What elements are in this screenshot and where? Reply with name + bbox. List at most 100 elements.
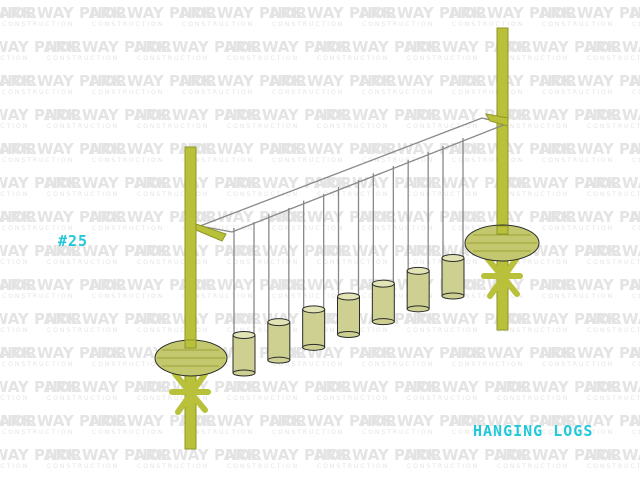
watermark-brand: NORWAY PARK <box>450 4 575 22</box>
watermark-subtitle: CONSTRUCTION <box>407 463 479 470</box>
log-bottom <box>302 343 326 351</box>
log-bottom <box>232 369 256 377</box>
watermark-brand: NORWAY PARK <box>45 446 170 464</box>
watermark-subtitle: CONSTRUCTION <box>272 157 344 164</box>
watermark-subtitle: CONSTRUCTION <box>542 293 614 300</box>
watermark-brand: NORWAY PARK <box>180 412 305 430</box>
watermark-brand: NORWAY PARK <box>180 276 305 294</box>
watermark-brand: NORWAY PARK <box>0 242 80 260</box>
watermark-brand: NORWAY PARK <box>90 208 215 226</box>
product-name-label: HANGING LOGS <box>473 422 594 440</box>
watermark-brand: NORWAY PARK <box>540 344 640 362</box>
hanging-log <box>302 194 326 351</box>
watermark-subtitle: CONSTRUCTION <box>542 429 614 436</box>
log-top <box>371 279 395 288</box>
left-pole <box>184 146 197 450</box>
watermark-subtitle: CONSTRUCTION <box>47 123 119 130</box>
watermark-subtitle: CONSTRUCTION <box>362 89 434 96</box>
watermark-subtitle: CONSTRUCTION <box>227 191 299 198</box>
watermark-brand: NORWAY PARK <box>450 208 575 226</box>
watermark-subtitle: CONSTRUCTION <box>182 293 254 300</box>
watermark-subtitle: CONSTRUCTION <box>632 361 640 368</box>
watermark-brand: NORWAY PARK <box>135 310 260 328</box>
watermark-subtitle: CONSTRUCTION <box>632 157 640 164</box>
watermark-brand: NORWAY PARK <box>495 174 620 192</box>
watermark-subtitle: CONSTRUCTION <box>0 395 29 402</box>
watermark-subtitle: CONSTRUCTION <box>587 191 640 198</box>
watermark-brand: NORWAY PARK <box>0 276 35 294</box>
watermark-brand: NORWAY PARK <box>270 276 395 294</box>
watermark-subtitle: CONSTRUCTION <box>587 327 640 334</box>
watermark-subtitle: CONSTRUCTION <box>0 123 29 130</box>
watermark-subtitle: CONSTRUCTION <box>407 395 479 402</box>
watermark-subtitle: CONSTRUCTION <box>317 395 389 402</box>
watermark-subtitle: CONSTRUCTION <box>137 395 209 402</box>
watermark-brand: NORWAY PARK <box>135 446 260 464</box>
watermark-brand: NORWAY PARK <box>585 106 640 124</box>
watermark-subtitle: CONSTRUCTION <box>632 293 640 300</box>
watermark-brand: NORWAY PARK <box>0 446 80 464</box>
watermark-subtitle: CONSTRUCTION <box>182 225 254 232</box>
watermark-subtitle: CONSTRUCTION <box>272 293 344 300</box>
watermark-subtitle: CONSTRUCTION <box>362 429 434 436</box>
log-body <box>337 296 360 335</box>
watermark-brand: NORWAY PARK <box>0 378 80 396</box>
log-body <box>232 334 256 374</box>
watermark-brand: NORWAY PARK <box>630 208 640 226</box>
watermark-subtitle: CONSTRUCTION <box>2 21 74 28</box>
watermark-brand: NORWAY PARK <box>270 4 395 22</box>
watermark-brand: NORWAY PARK <box>630 344 640 362</box>
watermark-brand: NORWAY PARK <box>90 72 215 90</box>
log-bottom <box>441 292 465 300</box>
log-body <box>302 308 326 348</box>
watermark-subtitle: CONSTRUCTION <box>542 225 614 232</box>
log-body <box>267 321 291 361</box>
hanging-log <box>232 222 256 377</box>
log-bottom <box>267 356 291 364</box>
watermark-subtitle: CONSTRUCTION <box>497 259 569 266</box>
watermark-brand: NORWAY PARK <box>585 38 640 56</box>
watermark-brand: NORWAY PARK <box>495 378 620 396</box>
watermark-brand: NORWAY PARK <box>450 140 575 158</box>
watermark-subtitle: CONSTRUCTION <box>182 429 254 436</box>
watermark-brand: NORWAY PARK <box>540 72 640 90</box>
watermark-brand: NORWAY PARK <box>360 344 485 362</box>
item-number-label: #25 <box>58 232 89 250</box>
left-pole-collar <box>184 339 197 349</box>
watermark-brand: NORWAY PARK <box>225 38 350 56</box>
watermark-subtitle: CONSTRUCTION <box>137 191 209 198</box>
watermark-subtitle: CONSTRUCTION <box>497 327 569 334</box>
watermark-brand: NORWAY PARK <box>585 174 640 192</box>
watermark-brand: NORWAY PARK <box>0 276 125 294</box>
watermark-subtitle: CONSTRUCTION <box>2 361 74 368</box>
watermark-subtitle: CONSTRUCTION <box>587 259 640 266</box>
watermark-subtitle: CONSTRUCTION <box>47 463 119 470</box>
watermark-subtitle: CONSTRUCTION <box>587 395 640 402</box>
watermark-brand: NORWAY PARK <box>0 106 80 124</box>
watermark-subtitle: CONSTRUCTION <box>407 123 479 130</box>
watermark-subtitle: CONSTRUCTION <box>317 123 389 130</box>
watermark-brand: NORWAY PARK <box>0 4 35 22</box>
watermark-subtitle: CONSTRUCTION <box>47 327 119 334</box>
watermark-brand: NORWAY PARK <box>45 38 170 56</box>
watermark-brand: NORWAY PARK <box>180 140 305 158</box>
watermark-brand: NORWAY PARK <box>0 72 35 90</box>
watermark-subtitle: CONSTRUCTION <box>0 327 29 334</box>
watermark-brand: NORWAY PARK <box>540 140 640 158</box>
watermark-brand: NORWAY PARK <box>585 242 640 260</box>
watermark-subtitle: CONSTRUCTION <box>587 55 640 62</box>
watermark-brand: NORWAY PARK <box>0 344 35 362</box>
watermark-brand: NORWAY PARK <box>630 140 640 158</box>
watermark-subtitle: CONSTRUCTION <box>272 361 344 368</box>
watermark-subtitle: CONSTRUCTION <box>227 123 299 130</box>
watermark-subtitle: CONSTRUCTION <box>137 463 209 470</box>
watermark-subtitle: CONSTRUCTION <box>0 191 29 198</box>
watermark-subtitle: CONSTRUCTION <box>272 21 344 28</box>
watermark-brand: NORWAY PARK <box>180 4 305 22</box>
watermark-subtitle: CONSTRUCTION <box>497 55 569 62</box>
watermark-subtitle: CONSTRUCTION <box>407 327 479 334</box>
watermark-subtitle: CONSTRUCTION <box>497 395 569 402</box>
watermark-subtitle: CONSTRUCTION <box>362 293 434 300</box>
watermark-subtitle: CONSTRUCTION <box>92 225 164 232</box>
